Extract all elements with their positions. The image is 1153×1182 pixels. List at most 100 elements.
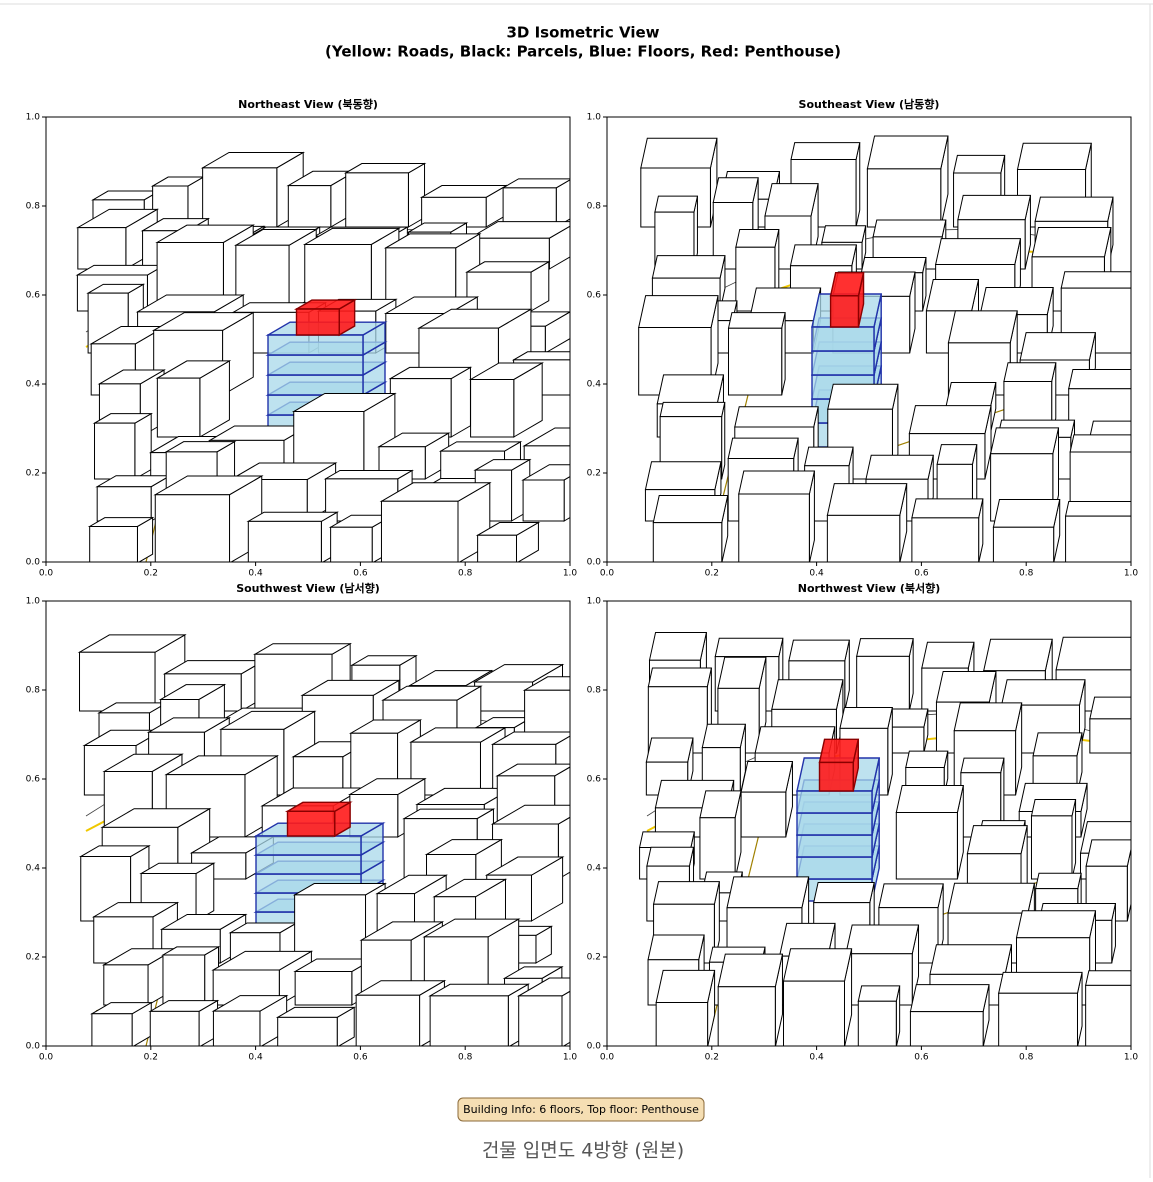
parcel-top [867,136,948,169]
y-tick-label: 0.6 [26,291,41,301]
parcel-top [1020,333,1095,360]
parcel-front [248,521,321,563]
scene [77,152,613,563]
parcel-top [702,724,745,747]
parcel-front [653,523,721,563]
parcel-top [948,883,1034,913]
parcel-top [1004,363,1056,382]
subplot-title: Southwest View (남서향) [236,581,380,595]
floor-front [256,836,361,855]
x-tick-label: 0.2 [144,1053,158,1063]
parcel-top [772,680,843,710]
parcel-top [713,178,758,203]
y-tick-label: 0.2 [26,953,40,963]
parcel-top [1036,873,1082,888]
parcel-top [326,470,413,478]
y-tick-label: 0.2 [26,469,40,479]
parcel-top [640,832,695,848]
parcel-top [822,226,866,243]
parcel-front [523,480,564,521]
parcel-top [936,671,996,702]
parcel-top [984,639,1052,671]
parcel-top [954,155,1005,173]
parcel-top [1017,143,1091,169]
parcel-top [649,632,706,660]
parcel-top [961,758,1004,773]
parcel-top [967,826,1027,854]
x-tick-label: 0.2 [705,569,719,579]
parcel-front [390,379,451,437]
x-tick-label: 1.0 [1124,569,1139,579]
parcel-top [873,220,946,237]
parcel-front [993,527,1053,563]
parcel-front [331,527,373,563]
penthouse-front [297,309,340,335]
y-tick-label: 0.4 [587,864,602,874]
parcel-top [896,785,963,812]
parcel-front [1031,816,1072,879]
parcel-top [648,668,711,687]
parcel-front [728,328,781,395]
x-tick-label: 1.0 [563,569,578,579]
parcel-front [95,423,135,479]
parcel-top [846,925,919,954]
parcel-top [958,195,1031,219]
parcel-front [278,1017,338,1047]
floor-front [797,813,872,835]
parcel-front [857,656,910,711]
parcel-top [655,196,698,212]
parcel-top [1056,637,1139,670]
x-tick-label: 0.0 [39,1053,54,1063]
parcel-front [896,812,957,879]
y-tick-label: 0.8 [26,686,41,696]
parcel-front [295,972,352,1005]
parcel-front [1090,719,1153,753]
parcel-top [728,313,785,329]
parcel-front [912,518,979,563]
parcel-top [735,407,818,427]
x-tick-label: 0.4 [248,1053,263,1063]
parcel-top [991,428,1059,454]
parcel-top [926,279,978,310]
parcel-top [728,438,798,458]
parcel-top [736,229,779,247]
parcel-front [163,955,205,1005]
parcel-top [909,406,991,434]
parcel-front [700,818,735,879]
parcel-front [80,652,156,711]
x-tick-label: 0.8 [1019,569,1034,579]
parcel-top [739,471,815,494]
parcel-top [1070,435,1136,452]
subplot-title: Northwest View (북서향) [798,581,941,595]
penthouse-front [831,296,859,327]
info-text: Building Info: 6 floors, Top floor: Pent… [463,1103,699,1116]
x-tick-label: 0.2 [705,1053,719,1063]
parcel-top [641,138,717,168]
parcel-side [1147,421,1150,479]
y-tick-label: 0.4 [587,380,602,390]
parcel-front [92,1014,132,1047]
parcel-top [652,256,725,278]
parcel-top [657,375,723,404]
parcel-side [1140,370,1144,437]
x-tick-label: 0.6 [353,1053,368,1063]
parcel-top [741,762,792,793]
floor-front [797,835,872,857]
x-tick-label: 0.8 [458,1053,473,1063]
x-tick-label: 0.4 [248,569,263,579]
x-tick-label: 0.0 [39,569,54,579]
parcel-top [906,751,948,767]
parcel-front [910,1012,983,1047]
parcel-top [922,642,974,668]
parcel-front [999,993,1078,1047]
parcel-top [765,184,818,216]
y-tick-label: 0.0 [587,558,602,568]
parcel-top [248,512,337,521]
parcel-front [203,168,277,227]
parcel-top [861,257,926,272]
parcel-top [1086,840,1133,866]
parcel-top [1031,799,1075,815]
